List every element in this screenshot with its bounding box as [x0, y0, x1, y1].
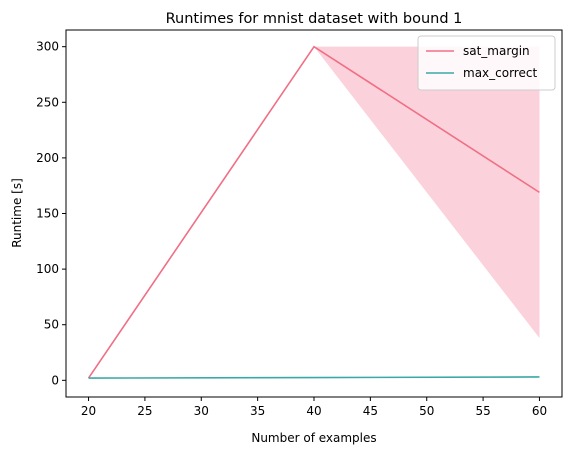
x-tick-label: 60: [532, 404, 547, 418]
y-tick-label: 250: [36, 95, 59, 109]
x-axis-ticks: 20 25 30 35 40 45 50 55 60: [81, 397, 547, 418]
y-axis-ticks: 0 50 100 150 200 250 300: [36, 40, 66, 387]
chart-title: Runtimes for mnist dataset with bound 1: [166, 11, 463, 27]
x-tick-label: 50: [419, 404, 434, 418]
sat_margin-band: [88, 46, 540, 379]
x-tick-label: 55: [475, 404, 490, 418]
x-tick-label: 40: [306, 404, 321, 418]
legend: sat_margin max_correct: [417, 35, 556, 91]
y-tick-label: 300: [36, 40, 59, 54]
x-tick-label: 35: [250, 404, 265, 418]
x-tick-label: 25: [137, 404, 152, 418]
y-tick-label: 100: [36, 262, 59, 276]
legend-label: sat_margin: [463, 44, 530, 58]
series-lines: [87, 45, 540, 379]
legend-label: max_correct: [463, 66, 537, 80]
sat_margin-line: [87, 45, 540, 379]
x-tick-label: 20: [81, 404, 96, 418]
y-tick-label: 50: [44, 318, 59, 332]
confidence-bands: [88, 46, 540, 379]
y-axis-label: Runtime [s]: [10, 178, 24, 248]
max_correct-line: [88, 376, 540, 379]
y-tick-label: 0: [51, 373, 59, 387]
legend-box: [417, 35, 556, 91]
x-axis-label: Number of examples: [251, 431, 376, 445]
y-tick-label: 200: [36, 151, 59, 165]
x-tick-label: 45: [363, 404, 378, 418]
y-tick-label: 150: [36, 207, 59, 221]
x-tick-label: 30: [194, 404, 209, 418]
